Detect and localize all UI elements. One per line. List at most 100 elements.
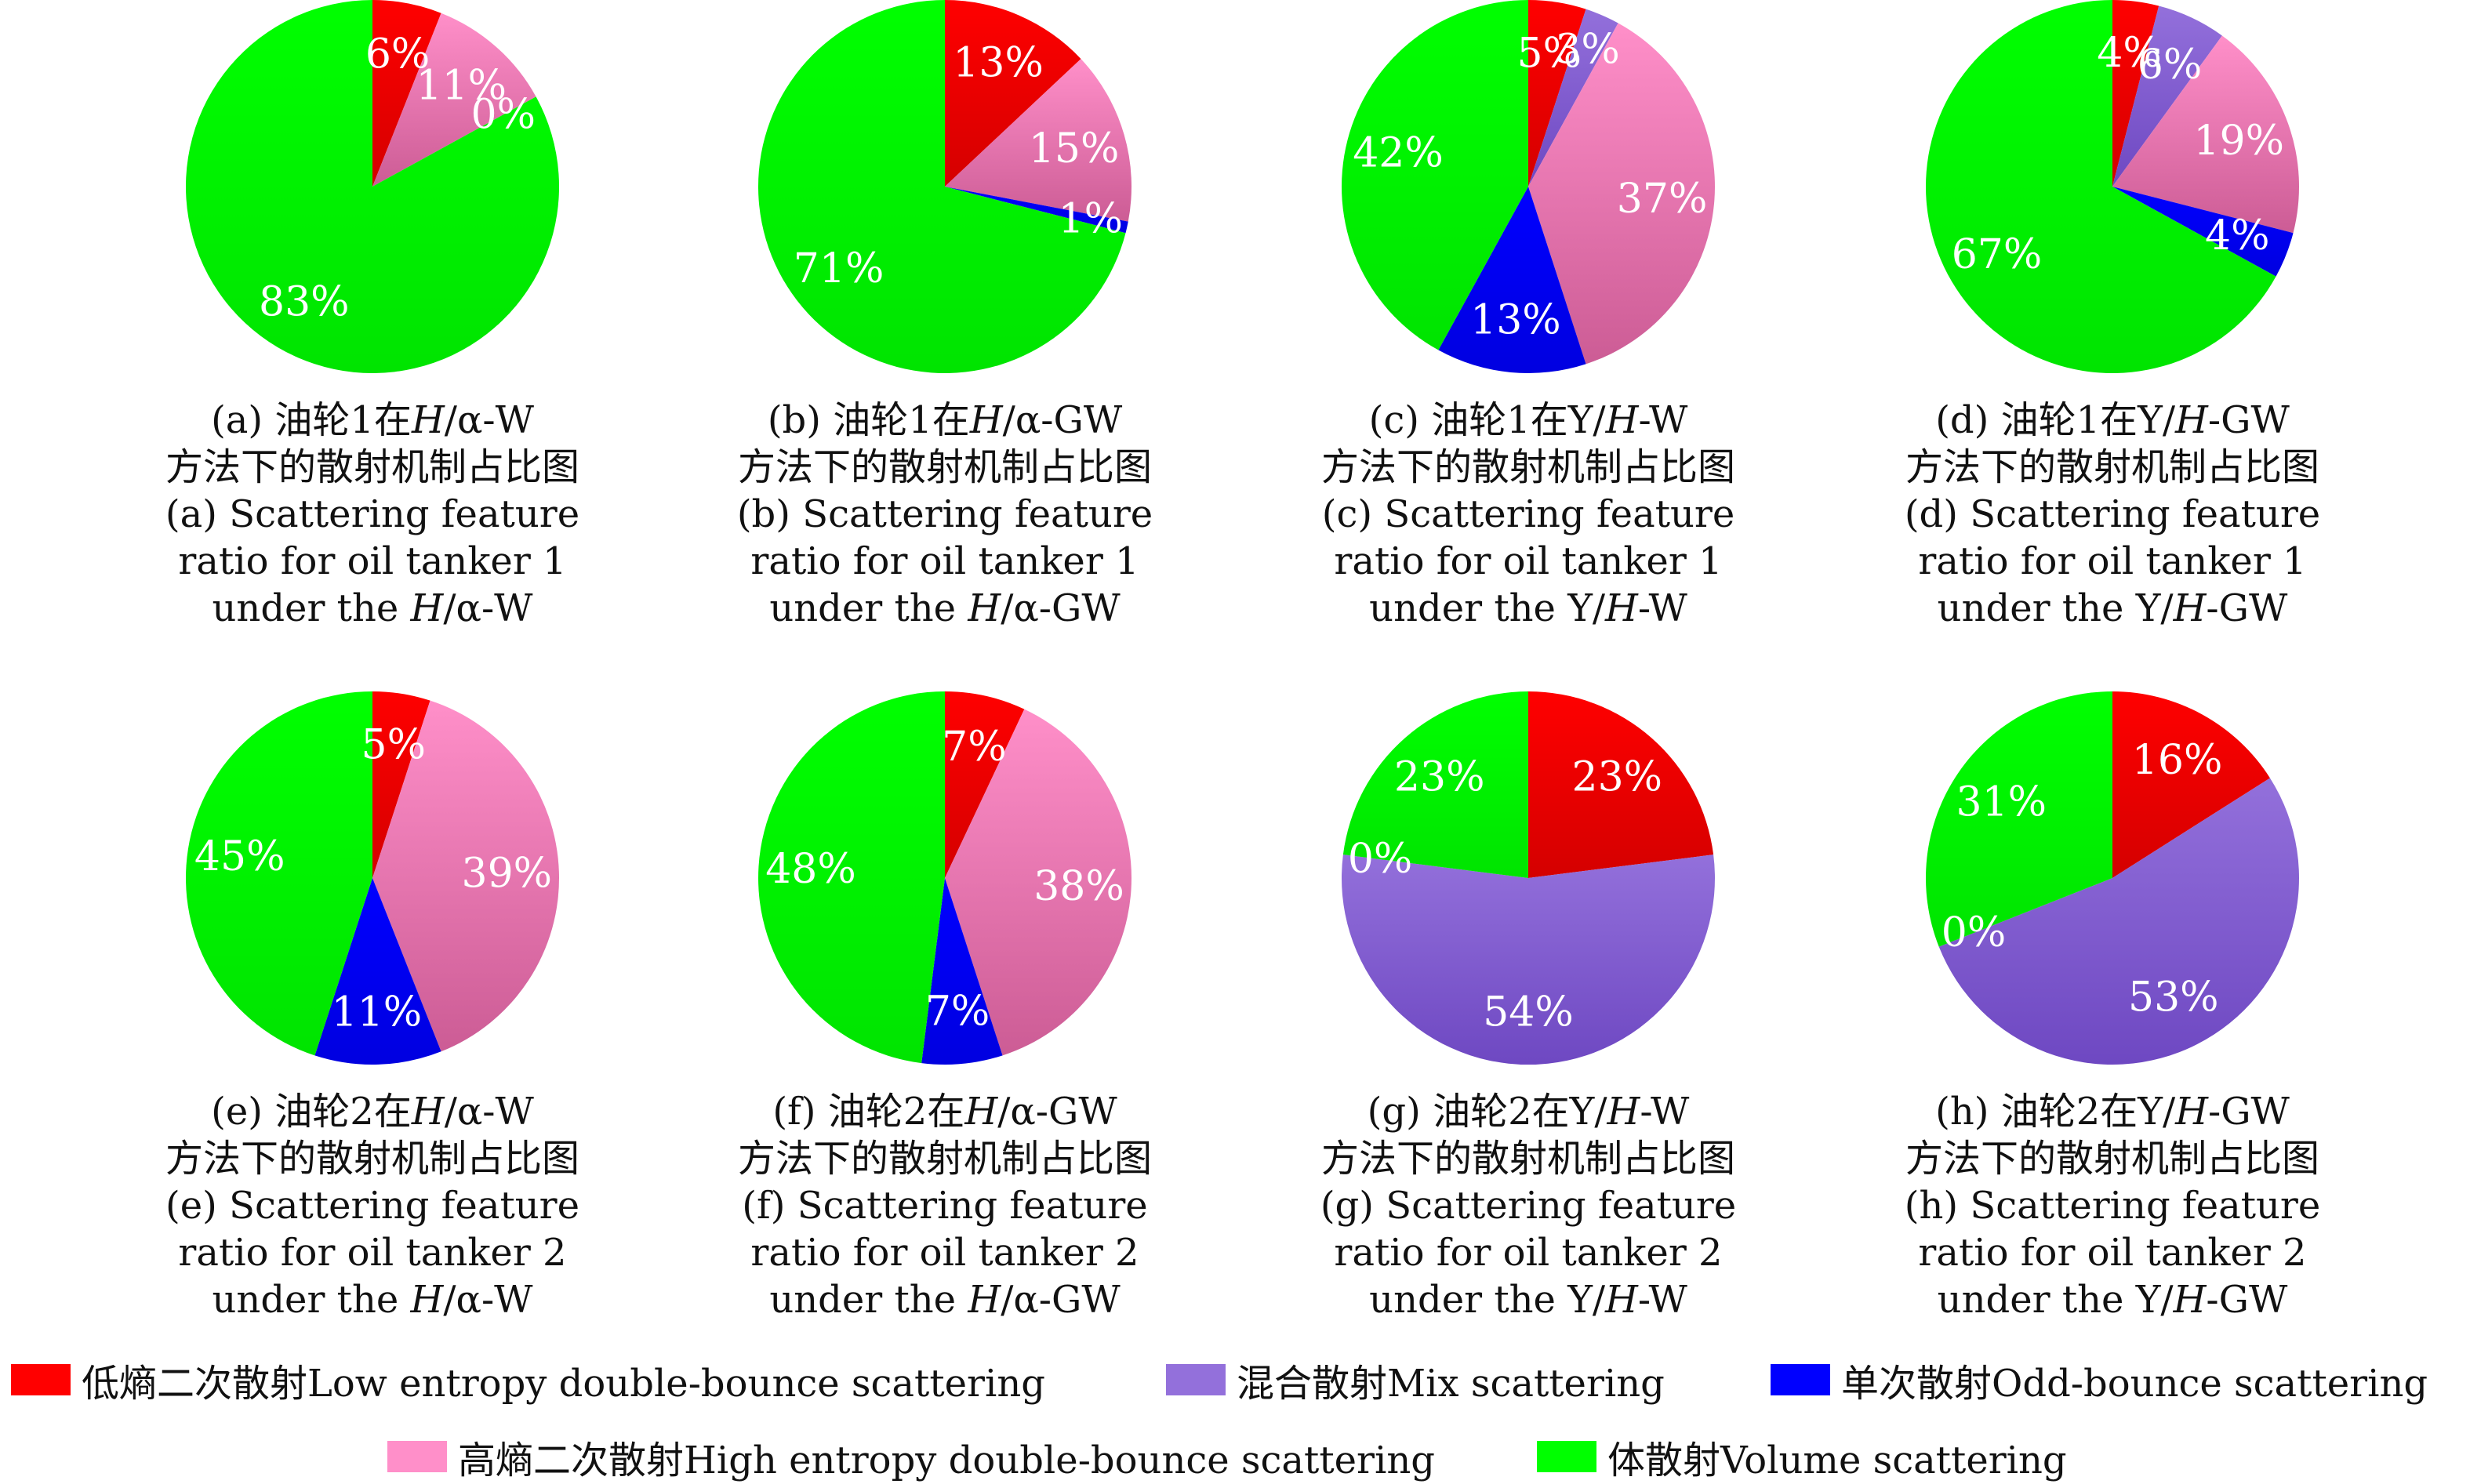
pie-chart-f: 7% 38% 7% 48% (758, 691, 1132, 1065)
pie-data-label: 0% (1941, 909, 2007, 956)
caption-en-line1: (h) Scattering feature (1904, 1184, 2321, 1228)
caption-cn-line2: 方法下的散射机制占比图 (1905, 1137, 2319, 1181)
legend-label: 低熵二次散射Low entropy double-bounce scatteri… (82, 1362, 1045, 1406)
caption-cn-line1: (b) 油轮1在H/α-GW (767, 398, 1123, 442)
pie-slice-vol (1926, 0, 2276, 373)
pie-slice-vol (1341, 0, 1528, 350)
pie-data-label: 11% (332, 989, 423, 1036)
caption-en-line3: under the Y/H-GW (1937, 586, 2288, 630)
pie-data-label: 54% (1483, 989, 1574, 1036)
caption-en-line1: (d) Scattering feature (1904, 492, 2321, 536)
caption-en-line2: ratio for oil tanker 2 (750, 1231, 1139, 1275)
pie-data-label: 45% (194, 833, 285, 880)
caption-en-line3: under the H/α-GW (769, 1278, 1121, 1322)
legend-item-high-entropy: 高熵二次散射High entropy double-bounce scatter… (387, 1433, 1435, 1482)
pie-data-label: 71% (794, 245, 884, 292)
pie-slice-high (945, 709, 1132, 1056)
pie-data-label: 16% (2132, 737, 2223, 784)
caption-cn-line1: (h) 油轮2在Y/H-GW (1935, 1090, 2290, 1134)
caption-h: (h) 油轮2在Y/H-GW 方法下的散射机制占比图 (h) Scatterin… (1838, 1088, 2387, 1323)
pie-data-label: 5% (361, 722, 427, 769)
caption-en-line1: (b) Scattering feature (736, 492, 1153, 536)
pie-data-label: 4% (2097, 30, 2162, 77)
pie-data-label: 5% (1517, 31, 1582, 78)
pie-data-label: 13% (953, 40, 1044, 87)
caption-cn-line2: 方法下的散射机制占比图 (165, 445, 579, 489)
caption-en-line3: under the H/α-W (212, 586, 533, 630)
caption-en-line2: ratio for oil tanker 1 (1334, 539, 1723, 583)
pie-data-label: 4% (2205, 212, 2270, 259)
legend-label: 体散射Volume scattering (1607, 1439, 2067, 1482)
pie-chart-c: 5%3% 37% 13% 42% (1341, 0, 1716, 374)
caption-en-line3: under the H/α-GW (769, 586, 1121, 630)
legend-label: 单次散射Odd-bounce scattering (1841, 1362, 2428, 1406)
pie-slice-vol (186, 691, 372, 1056)
pie-chart-d: 4%6%19%4%67% (1926, 0, 2299, 373)
legend-swatch-low-entropy (11, 1364, 71, 1395)
pie-data-label: 7% (925, 989, 990, 1036)
legend-item-volume: 体散射Volume scattering (1537, 1433, 2067, 1482)
caption-en-line1: (a) Scattering feature (165, 492, 580, 536)
caption-f: (f) 油轮2在H/α-GW 方法下的散射机制占比图 (f) Scatterin… (670, 1088, 1219, 1323)
caption-cn-line1: (f) 油轮2在H/α-GW (772, 1090, 1117, 1134)
pie-slice-mix (1938, 778, 2299, 1065)
caption-cn-line2: 方法下的散射机制占比图 (737, 445, 1152, 489)
caption-en-line2: ratio for oil tanker 1 (750, 539, 1139, 583)
pie-slice-high (372, 13, 536, 187)
legend-swatch-volume (1537, 1441, 1596, 1472)
legend-label: 混合散射Mix scattering (1237, 1362, 1665, 1406)
pie-slice-high (2112, 35, 2299, 234)
pie-slice-low (1528, 0, 1586, 187)
caption-cn-line1: (g) 油轮2在Y/H-W (1367, 1090, 1690, 1134)
pie-data-label: 53% (2128, 974, 2219, 1021)
pie-slice-vol (186, 0, 560, 373)
caption-en-line1: (g) Scattering feature (1320, 1184, 1737, 1228)
pie-slice-vol (1925, 691, 2112, 947)
legend-item-mix: 混合散射Mix scattering (1166, 1356, 1665, 1406)
caption-e: (e) 油轮2在H/α-W 方法下的散射机制占比图 (e) Scattering… (98, 1088, 647, 1323)
pie-slice-mix (1528, 9, 1618, 187)
legend-item-odd-bounce: 单次散射Odd-bounce scattering (1771, 1356, 2428, 1406)
pie-chart-g: 23% 54% 0% 23% (1342, 691, 1715, 1065)
pie-slice-odd (2112, 187, 2294, 277)
pie-slice-odd (314, 878, 441, 1065)
caption-en-line1: (e) Scattering feature (165, 1184, 580, 1228)
legend-item-low-entropy: 低熵二次散射Low entropy double-bounce scatteri… (11, 1356, 1045, 1406)
caption-en-line1: (c) Scattering feature (1321, 492, 1735, 536)
caption-en-line2: ratio for oil tanker 2 (1334, 1231, 1723, 1275)
caption-en-line3: under the Y/H-W (1369, 586, 1687, 630)
legend-swatch-mix (1166, 1364, 1226, 1395)
caption-en-line1: (f) Scattering feature (742, 1184, 1148, 1228)
pie-slice-low (372, 691, 430, 878)
pie-data-label: 3% (1555, 26, 1620, 73)
pie-chart-h: 16% 53% 0% 31% (1925, 691, 2299, 1065)
pie-data-label: 42% (1353, 129, 1444, 176)
pie-data-label: 0% (1348, 836, 1413, 883)
pie-chart-b: 13% 15% 1% 71% (757, 0, 1131, 373)
pie-data-label: 6% (2138, 42, 2203, 89)
pie-slice-low (372, 0, 441, 187)
pie-slice-high (945, 59, 1131, 222)
pie-slice-odd (1438, 187, 1586, 374)
caption-g: (g) 油轮2在Y/H-W 方法下的散射机制占比图 (g) Scattering… (1254, 1088, 1803, 1323)
legend-swatch-odd-bounce (1771, 1364, 1830, 1395)
legend-label: 高熵二次散射High entropy double-bounce scatter… (458, 1439, 1435, 1482)
pie-slice-low (1528, 691, 1714, 878)
pie-data-label: 38% (1033, 863, 1124, 910)
pie-data-label: 37% (1617, 176, 1708, 223)
pie-slice-odd (921, 878, 1003, 1065)
pie-data-label: 83% (259, 279, 350, 326)
caption-en-line3: under the Y/H-GW (1937, 1278, 2288, 1322)
pie-data-label: 23% (1394, 754, 1485, 801)
pie-slice-odd (945, 187, 1128, 234)
caption-c: (c) 油轮1在Y/H-W 方法下的散射机制占比图 (c) Scattering… (1254, 397, 1803, 632)
pie-data-label: 13% (1470, 297, 1561, 344)
caption-cn-line1: (e) 油轮2在H/α-W (211, 1090, 534, 1134)
pie-chart-e: 5% 39% 11% 45% (186, 691, 560, 1065)
caption-cn-line2: 方法下的散射机制占比图 (1320, 445, 1735, 489)
pie-slice-vol (758, 691, 945, 1064)
caption-cn-line2: 方法下的散射机制占比图 (737, 1137, 1152, 1181)
pie-chart-a: 6%11%0% 83% (186, 0, 560, 373)
caption-b: (b) 油轮1在H/α-GW 方法下的散射机制占比图 (b) Scatterin… (670, 397, 1219, 632)
